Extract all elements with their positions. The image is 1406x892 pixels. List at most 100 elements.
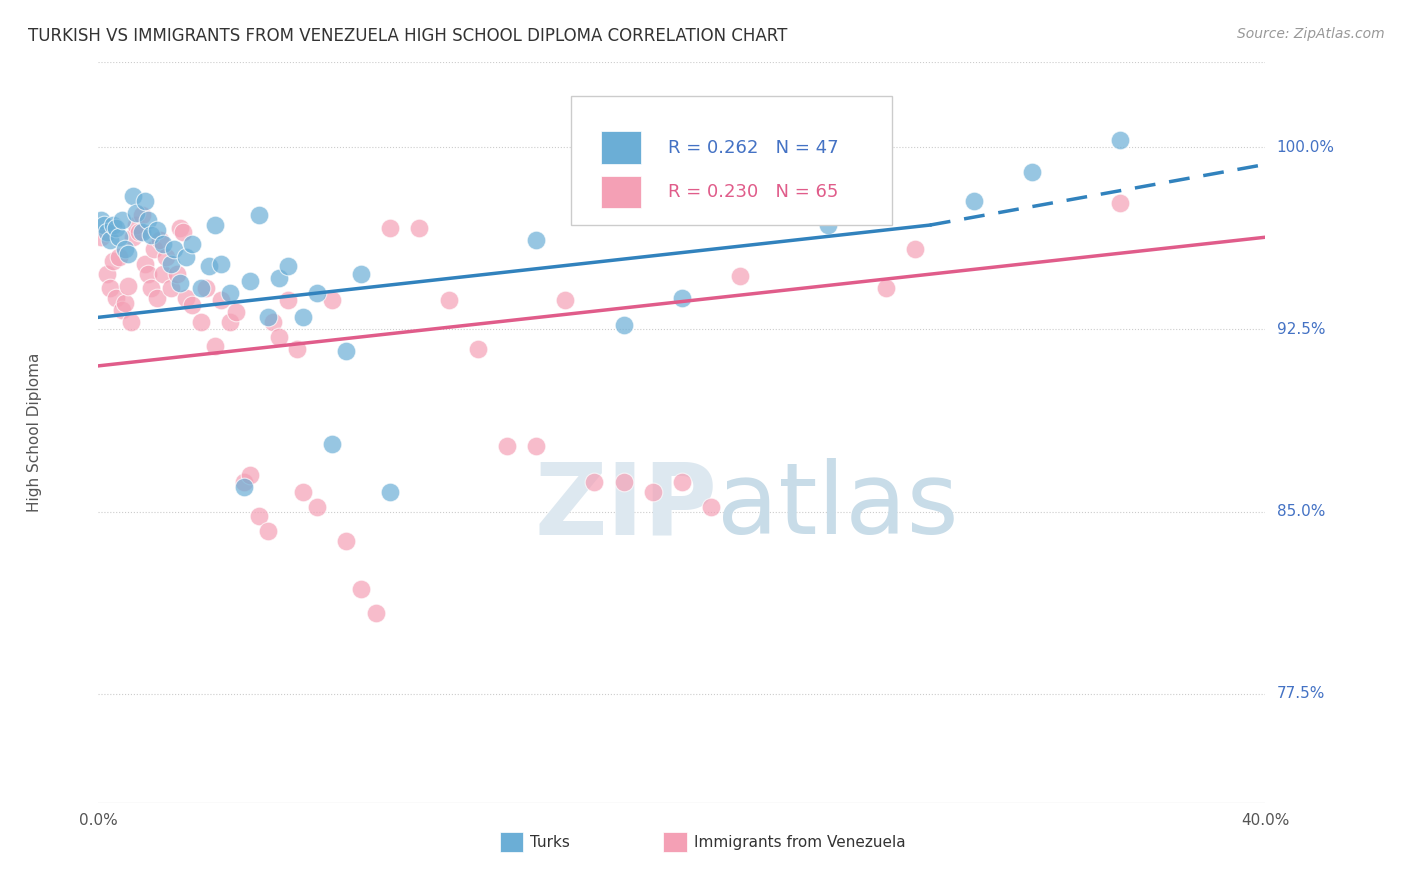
Text: 92.5%: 92.5% bbox=[1277, 322, 1324, 337]
Point bbox=[335, 533, 357, 548]
Point bbox=[142, 243, 165, 257]
Point bbox=[437, 293, 460, 308]
Point bbox=[817, 184, 839, 198]
Point bbox=[198, 260, 221, 274]
Point bbox=[962, 194, 984, 208]
Point bbox=[204, 339, 226, 353]
Point bbox=[641, 485, 664, 500]
Text: R = 0.262   N = 47: R = 0.262 N = 47 bbox=[668, 138, 838, 157]
Text: 77.5%: 77.5% bbox=[1277, 686, 1324, 701]
Point bbox=[612, 318, 634, 332]
Point bbox=[104, 291, 127, 305]
Point bbox=[125, 218, 148, 232]
Point bbox=[114, 243, 136, 257]
Point bbox=[174, 250, 197, 264]
Point bbox=[152, 267, 174, 281]
Point bbox=[291, 310, 314, 325]
Point bbox=[134, 257, 156, 271]
Point bbox=[101, 254, 124, 268]
Point bbox=[195, 281, 218, 295]
Point bbox=[671, 291, 693, 305]
Point bbox=[114, 295, 136, 310]
FancyBboxPatch shape bbox=[664, 831, 686, 852]
Point bbox=[1021, 164, 1043, 178]
Point bbox=[583, 475, 606, 490]
Point bbox=[180, 237, 202, 252]
Text: ZIP: ZIP bbox=[534, 458, 717, 555]
Point bbox=[307, 500, 329, 514]
Point bbox=[90, 213, 112, 227]
Point bbox=[108, 250, 131, 264]
Point bbox=[467, 342, 489, 356]
Point bbox=[136, 213, 159, 227]
Point bbox=[169, 277, 191, 291]
Point bbox=[875, 281, 897, 295]
Text: Source: ZipAtlas.com: Source: ZipAtlas.com bbox=[1237, 27, 1385, 41]
Point bbox=[277, 293, 299, 308]
Point bbox=[209, 293, 232, 308]
Text: Turks: Turks bbox=[530, 835, 569, 849]
Point bbox=[350, 267, 373, 281]
Point bbox=[152, 237, 174, 252]
Point bbox=[180, 298, 202, 312]
Point bbox=[380, 220, 402, 235]
Point bbox=[612, 475, 634, 490]
Point bbox=[307, 286, 329, 301]
Point bbox=[98, 233, 121, 247]
Point bbox=[321, 436, 343, 450]
Point bbox=[169, 220, 191, 235]
Point bbox=[496, 439, 519, 453]
Text: High School Diploma: High School Diploma bbox=[27, 353, 42, 512]
Point bbox=[160, 281, 183, 295]
Point bbox=[174, 291, 197, 305]
Point bbox=[218, 286, 240, 301]
Point bbox=[136, 267, 159, 281]
Point bbox=[350, 582, 373, 597]
Point bbox=[256, 524, 278, 538]
Point bbox=[1108, 133, 1130, 147]
Point bbox=[163, 243, 186, 257]
FancyBboxPatch shape bbox=[602, 131, 641, 164]
Point bbox=[131, 225, 153, 239]
Point bbox=[93, 218, 115, 232]
Point bbox=[524, 233, 547, 247]
Point bbox=[190, 281, 212, 295]
Point bbox=[131, 208, 153, 222]
Point bbox=[96, 267, 118, 281]
Point bbox=[90, 230, 112, 244]
Text: atlas: atlas bbox=[717, 458, 959, 555]
Point bbox=[364, 607, 387, 621]
Point bbox=[96, 225, 118, 239]
Point bbox=[904, 243, 927, 257]
Point bbox=[122, 230, 145, 244]
Point bbox=[146, 223, 169, 237]
FancyBboxPatch shape bbox=[602, 176, 641, 209]
Point bbox=[321, 293, 343, 308]
Point bbox=[160, 257, 183, 271]
Point bbox=[190, 315, 212, 329]
Point bbox=[524, 439, 547, 453]
Point bbox=[247, 509, 270, 524]
Point bbox=[291, 485, 314, 500]
Point bbox=[139, 227, 162, 242]
Point bbox=[225, 305, 247, 319]
Point bbox=[239, 468, 262, 483]
Point bbox=[269, 330, 291, 344]
Point bbox=[256, 310, 278, 325]
Point bbox=[155, 250, 177, 264]
Point bbox=[247, 208, 270, 222]
Point bbox=[408, 220, 430, 235]
Point bbox=[269, 271, 291, 285]
Text: Immigrants from Venezuela: Immigrants from Venezuela bbox=[693, 835, 905, 849]
Point bbox=[108, 230, 131, 244]
Point bbox=[277, 260, 299, 274]
Point bbox=[554, 293, 576, 308]
Point bbox=[166, 267, 188, 281]
Point bbox=[671, 475, 693, 490]
Point bbox=[239, 274, 262, 288]
Point bbox=[262, 315, 284, 329]
Text: R = 0.230   N = 65: R = 0.230 N = 65 bbox=[668, 183, 838, 201]
Text: 85.0%: 85.0% bbox=[1277, 504, 1324, 519]
Point bbox=[98, 281, 121, 295]
Point bbox=[117, 278, 139, 293]
